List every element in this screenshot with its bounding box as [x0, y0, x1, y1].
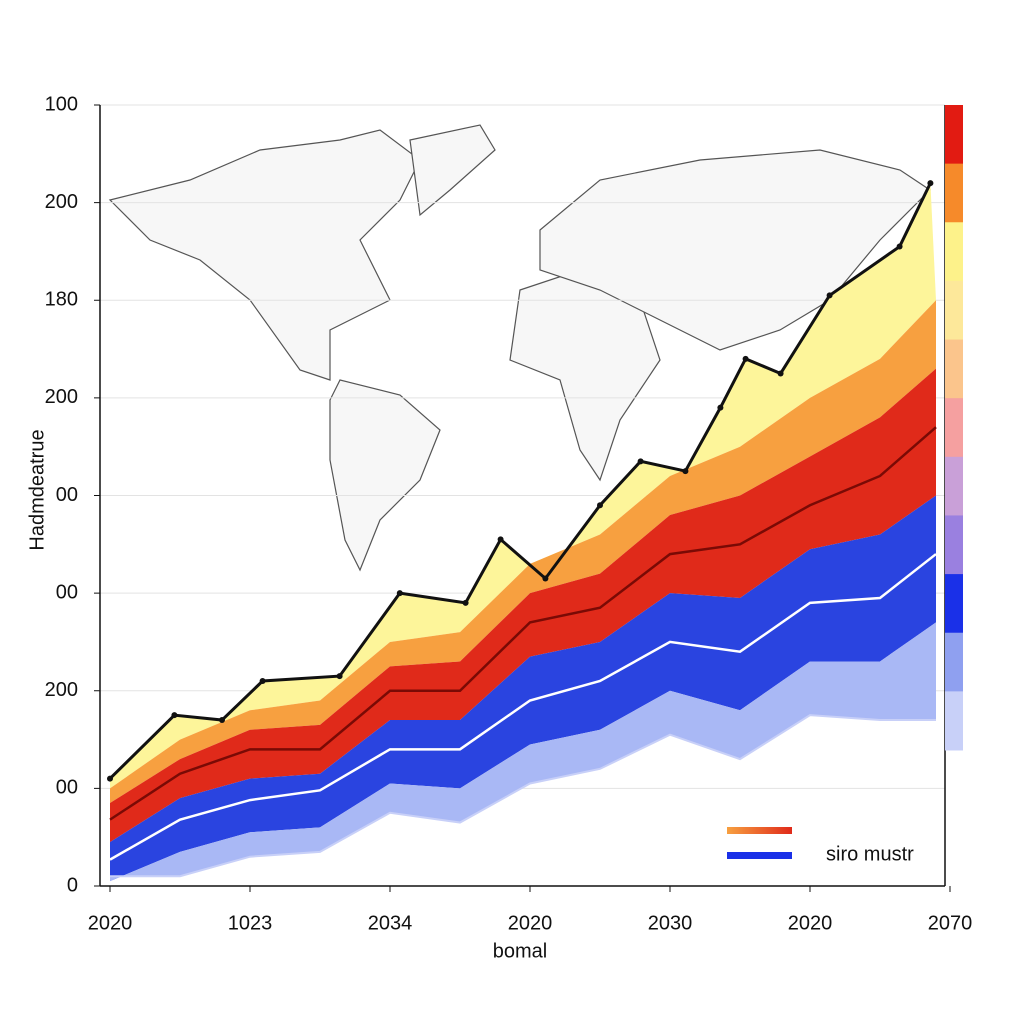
x-tick-label: 2020 [788, 912, 833, 934]
top-line-point [107, 775, 113, 782]
top-line-point [497, 536, 504, 543]
colorbar-swatch [945, 398, 963, 458]
x-tick-label: 2020 [508, 912, 553, 934]
center-line [109, 426, 937, 821]
colorbar-swatch [945, 456, 963, 516]
y-tick-label: 100 [45, 93, 78, 115]
colorbar-swatch [945, 515, 963, 575]
x-tick-label: 2020 [88, 912, 133, 934]
colorbar-swatch [945, 105, 963, 165]
top-line-point [171, 712, 178, 719]
top-line [108, 182, 932, 780]
x-tick-label: 2030 [648, 912, 693, 934]
top-line-point [777, 370, 784, 377]
area-band [110, 495, 936, 882]
y-axis-label: Hadmdeatrue [26, 429, 48, 550]
colorbar-swatch [945, 280, 963, 341]
colorbar-swatch [945, 632, 963, 692]
top-line-point [637, 458, 644, 465]
top-line-point [542, 575, 549, 582]
area-band [110, 183, 936, 789]
legend-swatch [727, 827, 792, 834]
y-tick-label: 180 [45, 289, 78, 311]
colorbar-swatch [945, 691, 963, 751]
top-line-point [927, 180, 934, 187]
top-line-point [682, 468, 689, 475]
y-tick-label: 00 [56, 581, 78, 603]
top-line-point [219, 717, 225, 724]
area-band [110, 622, 936, 882]
legend-swatch [727, 852, 792, 859]
y-tick-label: 00 [56, 777, 78, 799]
y-tick-label: 00 [56, 484, 78, 506]
top-line-point [259, 677, 266, 684]
y-tick-label: 200 [45, 679, 78, 701]
y-tick-label: 200 [45, 191, 78, 213]
top-line-point [742, 355, 749, 362]
legend-label: siro mustr [826, 843, 914, 865]
top-line-point [462, 599, 469, 606]
top-line-point [826, 292, 833, 299]
x-tick-label: 1023 [228, 912, 273, 934]
area-bottom-edge [110, 714, 936, 878]
y-tick-label: 0 [67, 874, 78, 896]
colorbar-swatch [945, 574, 963, 634]
colorbar-swatch [945, 339, 963, 399]
x-tick-label: 2070 [928, 912, 973, 934]
x-tick-label: 2034 [368, 912, 413, 934]
area-band [110, 300, 936, 804]
colorbar-swatch [945, 163, 963, 223]
x-axis-label: bomal [493, 940, 547, 962]
top-line-point [336, 673, 343, 680]
colorbar-swatch [945, 222, 963, 282]
center-line [109, 553, 937, 861]
area-band [110, 368, 936, 843]
top-line-point [717, 404, 724, 411]
top-line-point [896, 243, 903, 250]
top-line-point [396, 590, 403, 597]
top-line-point [597, 502, 603, 509]
y-tick-label: 200 [45, 386, 78, 408]
